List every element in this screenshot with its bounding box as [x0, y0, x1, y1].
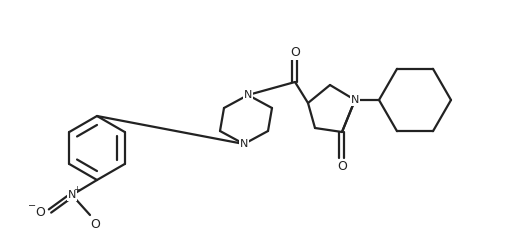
Text: O: O	[90, 218, 100, 230]
Text: N: N	[68, 190, 76, 200]
Text: O: O	[290, 45, 299, 59]
Text: −: −	[28, 201, 36, 211]
Text: N: N	[239, 139, 248, 149]
Text: O: O	[35, 207, 45, 219]
Text: N: N	[350, 95, 358, 105]
Text: +: +	[73, 184, 80, 193]
Text: O: O	[336, 160, 346, 174]
Text: N: N	[243, 90, 251, 100]
